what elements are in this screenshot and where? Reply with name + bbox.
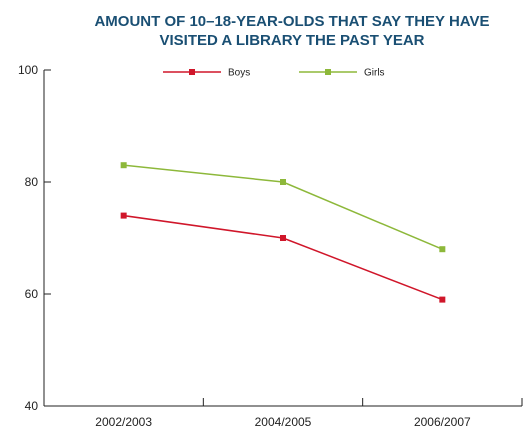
x-tick-label: 2006/2007	[414, 415, 471, 429]
y-tick-label: 60	[25, 287, 39, 301]
chart-title-line-1: AMOUNT OF 10–18-YEAR-OLDS THAT SAY THEY …	[94, 13, 489, 30]
plot-area	[120, 162, 446, 303]
data-point-girls	[120, 162, 127, 169]
legend-marker-boys	[189, 69, 195, 75]
series-line-boys	[123, 214, 443, 301]
legend-marker-girls	[325, 69, 331, 75]
legend: Boys Girls	[163, 68, 385, 79]
y-tick-label: 80	[25, 175, 39, 189]
y-axis-ticks: 100 80 60 40	[18, 63, 51, 413]
data-point-boys	[439, 296, 446, 303]
y-tick-label: 40	[25, 399, 39, 413]
data-point-girls	[439, 246, 446, 253]
legend-label-girls: Girls	[364, 68, 385, 79]
data-point-girls	[280, 179, 286, 185]
y-tick-label: 100	[18, 63, 38, 77]
x-tick-label: 2004/2005	[255, 415, 312, 429]
chart-title-line-2: VISITED A LIBRARY THE PAST YEAR	[159, 32, 424, 49]
data-point-boys	[120, 212, 127, 219]
legend-label-boys: Boys	[228, 68, 250, 79]
x-tick-label: 2002/2003	[95, 415, 152, 429]
x-axis-ticks: 2002/2003 2004/2005 2006/2007	[95, 398, 523, 429]
data-point-boys	[280, 235, 286, 241]
